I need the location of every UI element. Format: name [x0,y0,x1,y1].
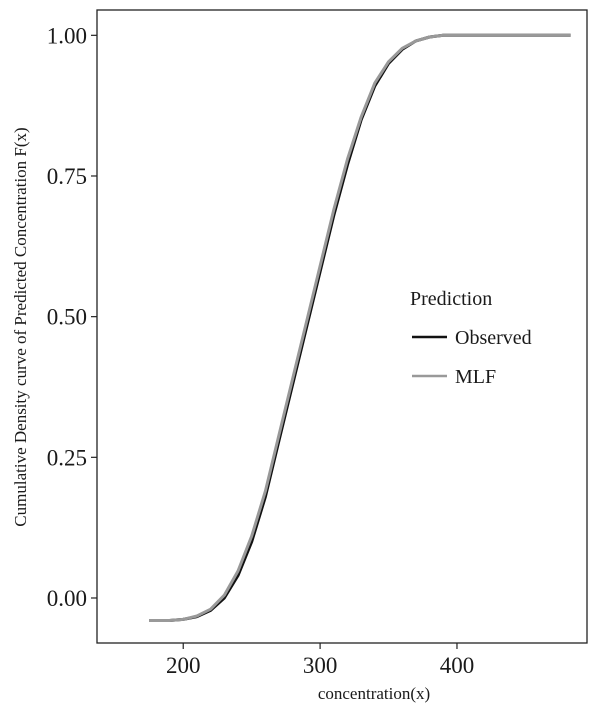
x-tick-label: 300 [303,653,338,678]
y-tick-label: 1.00 [47,23,87,48]
x-axis: 200 300 400 [166,643,474,678]
legend: Prediction Observed MLF [410,288,532,388]
y-tick-label: 0.25 [47,445,87,470]
series-layer [149,33,571,622]
y-axis: 0.00 0.25 0.50 0.75 1.00 [47,23,97,611]
y-tick-label: 0.00 [47,586,87,611]
y-tick-label: 0.75 [47,164,87,189]
y-tick-label: 0.50 [47,305,87,330]
plot-panel [96,9,588,644]
legend-label-mlf: MLF [455,366,496,388]
x-tick-label: 200 [166,653,201,678]
series-line-mlf [149,33,571,622]
x-tick-label: 400 [440,653,475,678]
legend-title: Prediction [410,288,492,310]
x-axis-label: concentration(x) [318,684,430,703]
y-axis-label: Cumulative Density curve of Predicted Co… [11,127,30,526]
legend-label-observed: Observed [455,327,532,349]
